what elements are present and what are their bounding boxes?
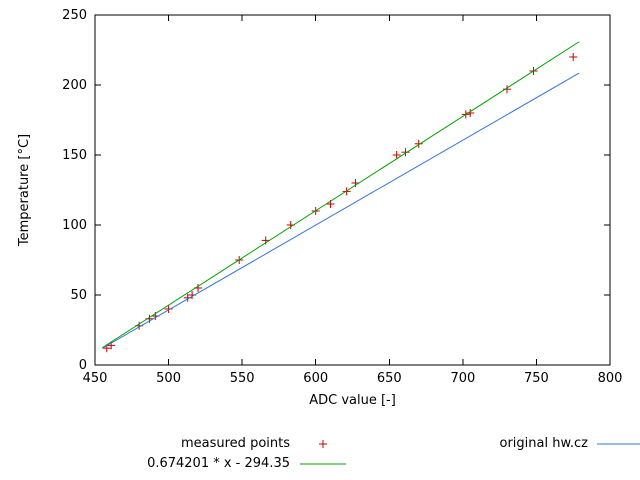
x-tick-label: 800	[598, 371, 623, 386]
legend-label-fit-equation: 0.674201 * x - 294.35	[147, 456, 290, 471]
y-axis-label: Temperature [°C]	[17, 133, 32, 247]
original-line-sample-icon	[597, 443, 640, 445]
x-tick-label: 500	[156, 371, 181, 386]
x-tick-label: 700	[450, 371, 475, 386]
fit-line-sample-icon	[300, 463, 346, 465]
y-tick-label: 250	[62, 8, 87, 23]
x-axis-label: ADC value [-]	[309, 393, 396, 408]
legend-label-original-hwcz: original hw.cz	[499, 436, 588, 451]
x-tick-label: 550	[230, 371, 255, 386]
series-line	[102, 41, 580, 349]
legend-label-measured-points: measured points	[180, 436, 290, 451]
x-tick-label: 600	[303, 371, 328, 386]
y-tick-label: 150	[62, 148, 87, 163]
x-tick-label: 450	[83, 371, 108, 386]
y-tick-label: 50	[70, 288, 87, 303]
x-tick-label: 750	[524, 371, 549, 386]
measured-points-marker-icon	[319, 440, 327, 448]
x-tick-label: 650	[377, 371, 402, 386]
y-tick-label: 100	[62, 218, 87, 233]
y-tick-label: 200	[62, 78, 87, 93]
plot-border	[94, 14, 611, 366]
y-tick-label: 0	[79, 358, 87, 373]
series-line	[102, 72, 580, 349]
